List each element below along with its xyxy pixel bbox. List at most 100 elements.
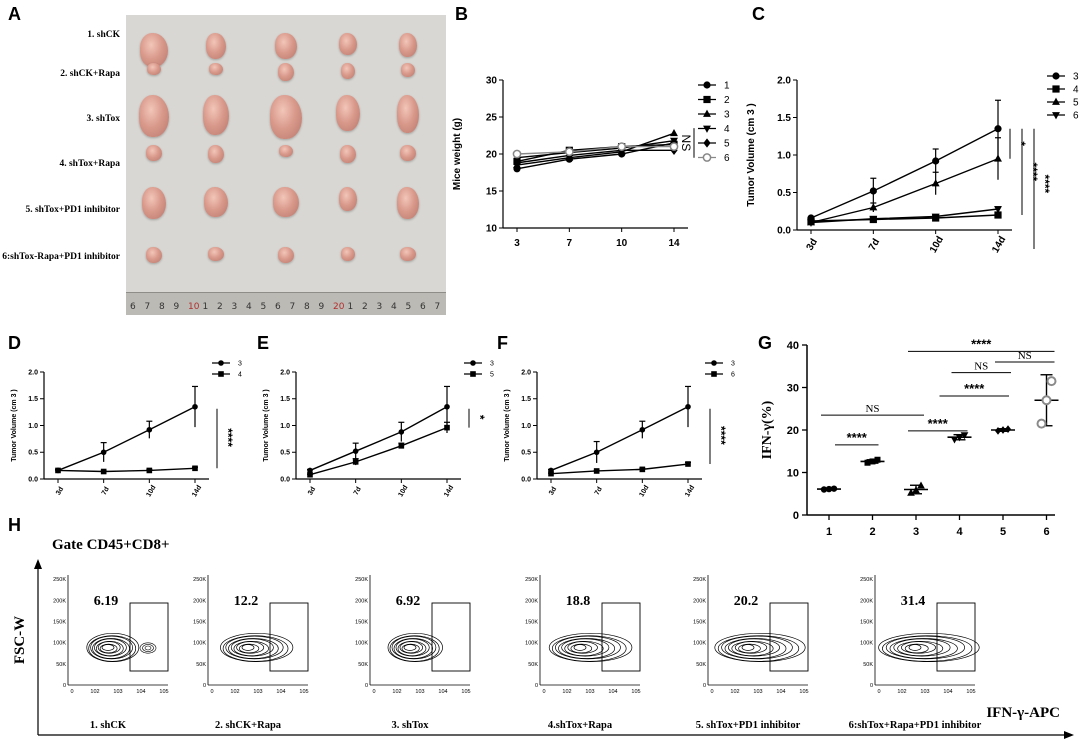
tumor-sample: [336, 95, 360, 131]
group-label-3: 3. shTox: [86, 114, 120, 124]
legend-marker: [703, 138, 711, 148]
data-point: [994, 154, 1002, 162]
tumor-sample: [206, 33, 226, 59]
plot-y-tick: 150K: [525, 620, 538, 626]
legend-marker: [711, 360, 717, 366]
tumor-sample: [209, 63, 223, 75]
data-point: [931, 179, 940, 187]
data-point: [146, 467, 153, 474]
y-tick-label: 1.5: [280, 396, 290, 403]
data-point: [307, 467, 313, 474]
x-tick-label: 3d: [55, 486, 65, 497]
x-tick-label: 5: [1000, 526, 1006, 535]
legend-marker: [703, 109, 711, 117]
plot-y-tick: 0: [870, 683, 873, 689]
data-point: [820, 486, 828, 493]
panel-letter-d: D: [8, 333, 21, 353]
data-point: [825, 485, 833, 493]
plot-x-tick: 103: [253, 689, 262, 695]
plot-y-tick: 200K: [860, 598, 873, 604]
ruler-mark: 6: [275, 302, 281, 312]
series-line: [550, 406, 689, 472]
plot-y-tick: 50K: [696, 662, 706, 668]
tumor-sample: [278, 247, 294, 263]
contour-ring: [238, 643, 260, 654]
legend-label: 2: [724, 95, 730, 106]
contour-ring: [389, 635, 440, 662]
significance-label: ****: [714, 426, 728, 445]
ruler-mark: 7: [434, 302, 441, 312]
panel-letter-h: H: [8, 515, 21, 535]
y-tick-label: 1.0: [280, 423, 290, 430]
legend-marker: [703, 125, 711, 133]
plot-x-tick: 104: [943, 689, 952, 695]
plot-group-label: 4.shTox+Rapa: [548, 720, 613, 731]
legend-marker: [703, 81, 711, 89]
tumor-sample: [204, 187, 228, 217]
legend-label: 1: [724, 81, 730, 92]
y-tick-label: 0.0: [521, 476, 531, 483]
data-point: [617, 142, 627, 151]
panel-letter-g: G: [758, 333, 773, 353]
data-point: [994, 211, 1002, 219]
plot-x-tick: 105: [631, 689, 640, 695]
series-line: [516, 142, 675, 170]
legend-marker: [1052, 112, 1060, 120]
data-point: [1036, 418, 1047, 429]
plot-y-tick: 100K: [693, 641, 706, 647]
ruler-mark: 2: [217, 302, 223, 312]
group-label-5: 5. shTox+PD1 inhibitor: [25, 205, 120, 215]
y-tick-label: 20: [486, 150, 498, 161]
contour-ring: [101, 644, 115, 651]
contour-ring: [395, 638, 430, 657]
chart-d-tumor-volume: 0.0 0.5 1.0 1.5 2.0 3d 7d 10d 14d Tumor Volume (c…: [11, 360, 242, 498]
group-label-4: 4. shTox+Rapa: [59, 159, 120, 169]
y-tick-label: 0.5: [777, 188, 791, 199]
comparison-label: ****: [847, 430, 868, 445]
x-tick-label: 10d: [145, 484, 157, 498]
x-tick-label: 7: [567, 238, 573, 249]
y-tick-label: 10: [486, 224, 498, 235]
tumor-sample: [341, 63, 355, 79]
data-point: [912, 486, 920, 494]
tumor-sample: [275, 33, 297, 59]
legend-label: 4: [238, 371, 242, 378]
tumor-sample: [203, 95, 229, 135]
panel-letter-a: A: [8, 4, 21, 24]
plot-area: 0.0 0.5 1.0 1.5 2.0 3d 7d 10d 14d Tumor Volume (c…: [504, 360, 735, 498]
flow-plot-4: 0 50K 100K 150K 200K 250K 0 102 103 104 105 18.8 4.s…: [525, 575, 641, 731]
plot-y-tick: 0: [535, 683, 538, 689]
legend-label: 6: [731, 371, 735, 378]
data-point: [398, 429, 405, 435]
plot-group-label: 2. shCK+Rapa: [215, 720, 282, 731]
ns-label: NS: [679, 135, 693, 152]
data-point: [807, 219, 815, 227]
contour-ring: [88, 635, 137, 662]
contour-ring: [878, 632, 980, 663]
ruler: 6 7 8 9 10 1 2 3 4 5 6 7 8 9 20 1 2 3 4 5 6 7: [126, 292, 446, 315]
legend-label: 3: [1073, 72, 1079, 83]
contour-ring: [555, 635, 621, 660]
x-tick-label: 7d: [353, 486, 363, 497]
data-point: [548, 470, 554, 477]
plot-area: 10 15 20 25 30 3 7 10 14 Mice weight (g) 1 2 3 4 5 6 NS: [452, 76, 730, 250]
plot-area: 0.0 0.5 1.0 1.5 2.0 3d 7d 10d 14d Tumor Volume (c…: [746, 72, 1079, 255]
plot-x-tick: 102: [897, 689, 906, 695]
series-line: [516, 143, 675, 163]
significance-label: *: [1014, 141, 1028, 146]
data-point: [307, 471, 313, 478]
plot-group-label: 6:shTox+Rapa+PD1 inhibitor: [849, 720, 982, 731]
y-tick-label: 20: [787, 425, 799, 437]
legend-label: 6: [724, 153, 730, 164]
legend-marker: [711, 371, 717, 377]
y-axis-label: Tumor Volume (cm 3 ): [746, 103, 757, 207]
plot-y-tick: 200K: [53, 598, 66, 604]
x-tick-label: 7d: [594, 486, 604, 497]
flow-area: FSC-W IFN-γ-APC 0 50K 100K 150K 200K 250K 0 102 10…: [12, 559, 1074, 739]
y-axis-label: IFN-γ(%): [760, 400, 775, 459]
contour-ring: [738, 643, 761, 654]
tumor-sample: [142, 187, 166, 219]
series-3: [55, 385, 198, 474]
y-tick-label: 1.5: [28, 396, 38, 403]
series-line: [309, 426, 448, 476]
